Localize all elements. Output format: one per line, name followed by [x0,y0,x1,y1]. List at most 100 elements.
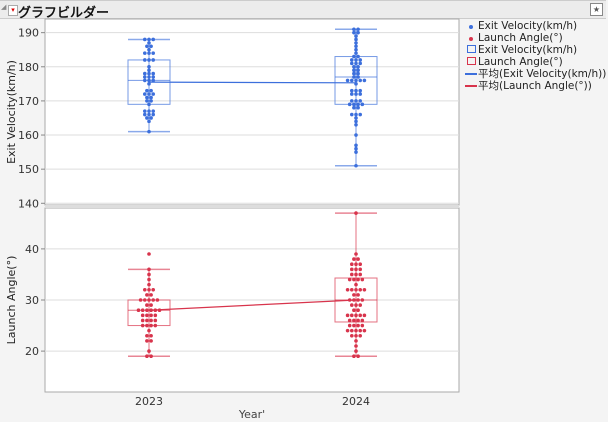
data-point [350,303,354,307]
data-point [356,54,360,59]
data-point [145,333,149,338]
data-point [136,308,141,313]
y-tick-label: 180 [18,61,39,74]
data-point [345,78,350,83]
legend-item[interactable]: 平均(Launch Angle(°)) [464,80,606,92]
data-point [354,339,358,343]
data-point [354,51,358,55]
data-point [140,308,145,313]
data-point [145,318,149,323]
y-tick-label: 140 [18,197,39,210]
legend: Exit Velocity(km/h) Launch Angle(°) Exit V… [464,20,606,92]
y-tick-label: 20 [25,345,39,358]
data-point [350,313,354,318]
data-point [354,333,358,338]
legend-item[interactable]: Exit Velocity(km/h) [464,44,606,56]
data-point [151,298,155,302]
data-point [147,109,151,113]
data-point [143,109,147,113]
data-point [145,116,149,120]
legend-item[interactable]: 平均(Exit Velocity(km/h)) [464,68,606,80]
data-point [147,282,151,287]
legend-item[interactable]: Launch Angle(°) [464,32,606,44]
disclosure-icon[interactable]: ◢ [1,3,7,11]
data-point [350,272,354,277]
legend-item[interactable]: Exit Velocity(km/h) [464,20,606,32]
data-point [358,92,363,96]
data-point [147,47,151,52]
data-point [151,75,155,79]
data-point [347,298,352,302]
data-point [143,78,147,83]
data-point [352,257,356,261]
data-point [345,313,350,318]
data-point [147,277,151,282]
data-point [147,129,151,134]
data-point [147,78,151,83]
data-point [352,30,356,35]
data-point [350,88,354,93]
data-point [358,303,363,307]
data-point [345,287,350,292]
data-point [352,354,356,359]
data-point [143,51,147,55]
data-point [354,41,358,45]
data-point [145,303,149,307]
data-point [354,99,358,103]
line-icon [464,80,478,92]
y-axis-title: Launch Angle(°) [5,256,18,345]
data-point [147,37,151,42]
data-point [354,61,358,66]
legend-item[interactable]: Launch Angle(°) [464,56,606,68]
star-icon[interactable]: ★ [590,3,603,16]
data-point [143,287,147,292]
data-point [356,354,360,359]
data-point [149,323,153,328]
data-point [149,318,153,323]
data-point [145,313,149,318]
data-point [358,99,363,103]
data-point [360,318,365,323]
data-point [347,318,352,323]
data-point [140,313,145,318]
data-point [356,102,360,107]
data-point [356,257,360,261]
data-point [143,71,147,76]
data-point [362,287,367,292]
data-point [354,34,358,38]
data-point [352,293,356,297]
data-point [354,313,358,318]
data-point [356,68,360,72]
data-point [358,88,363,93]
data-point [352,277,356,282]
data-point [145,44,149,49]
data-point [149,339,153,343]
data-point [354,44,358,49]
data-point [350,262,354,267]
data-point [151,71,155,76]
data-point [147,119,151,124]
data-point [138,298,143,302]
data-point [145,99,149,103]
data-point [147,272,151,277]
data-point [151,92,155,96]
data-point [358,78,363,83]
data-point [145,88,149,93]
data-point [149,313,153,318]
data-point [350,78,354,83]
mean-line [148,81,357,84]
y-tick-label: 170 [18,95,39,108]
data-point [362,313,367,318]
red-triangle-menu-icon[interactable]: ▾ [8,5,18,16]
data-point [352,68,356,72]
data-point [352,298,356,302]
data-point [354,287,358,292]
data-point [358,313,363,318]
data-point [356,323,360,328]
data-point [147,68,151,72]
data-point [147,82,151,86]
data-point [362,328,367,333]
data-point [356,105,360,110]
data-point [149,95,153,100]
data-point [145,293,149,297]
